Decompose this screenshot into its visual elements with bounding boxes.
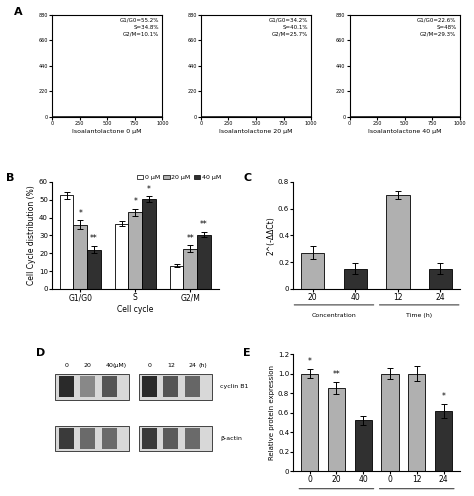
Text: C: C: [244, 174, 252, 184]
Bar: [355, 421, 372, 471]
Bar: [183, 249, 197, 289]
FancyBboxPatch shape: [164, 376, 179, 397]
X-axis label: Cell cycle: Cell cycle: [117, 305, 154, 314]
Y-axis label: Cell Cycle distribution (%): Cell Cycle distribution (%): [27, 186, 36, 285]
Bar: [408, 373, 426, 471]
Text: 40: 40: [105, 363, 113, 368]
Text: G1/G0=34.2%
S=40.1%
G2/M=25.7%: G1/G0=34.2% S=40.1% G2/M=25.7%: [268, 18, 308, 36]
Text: (h): (h): [199, 363, 208, 368]
Text: 12: 12: [167, 363, 175, 368]
Text: *: *: [147, 185, 151, 193]
Y-axis label: 2^(-ΔΔCt): 2^(-ΔΔCt): [266, 216, 275, 255]
FancyBboxPatch shape: [80, 376, 95, 397]
Text: A: A: [14, 7, 22, 17]
Bar: [301, 373, 319, 471]
Text: B: B: [6, 174, 14, 184]
Bar: [429, 269, 452, 289]
Text: **: **: [186, 234, 194, 243]
Text: *: *: [308, 357, 311, 366]
FancyBboxPatch shape: [55, 374, 128, 400]
FancyBboxPatch shape: [142, 428, 157, 449]
Text: Time (h): Time (h): [406, 313, 432, 318]
Text: D: D: [36, 348, 45, 358]
Text: (μM): (μM): [113, 363, 127, 368]
Legend: 0 μM, 20 μM, 40 μM: 0 μM, 20 μM, 40 μM: [134, 172, 224, 183]
FancyBboxPatch shape: [55, 426, 128, 451]
Text: β-actin: β-actin: [220, 436, 242, 441]
Bar: [381, 373, 399, 471]
FancyBboxPatch shape: [102, 428, 117, 449]
Text: G1/G0=55.2%
S=34.8%
G2/M=10.1%: G1/G0=55.2% S=34.8% G2/M=10.1%: [119, 18, 159, 36]
Text: 20: 20: [84, 363, 91, 368]
Bar: [60, 195, 73, 289]
FancyBboxPatch shape: [142, 376, 157, 397]
X-axis label: Isoalantolactone 0 μM: Isoalantolactone 0 μM: [73, 128, 142, 134]
Bar: [128, 212, 142, 289]
Bar: [435, 411, 452, 471]
FancyBboxPatch shape: [59, 428, 74, 449]
Text: **: **: [90, 235, 98, 244]
Bar: [386, 195, 410, 289]
Bar: [301, 253, 324, 289]
Text: 0: 0: [147, 363, 151, 368]
Text: cyclin B1: cyclin B1: [220, 384, 248, 389]
Text: *: *: [133, 197, 137, 206]
X-axis label: Isoalantolactone 40 μM: Isoalantolactone 40 μM: [368, 128, 441, 134]
Bar: [170, 266, 183, 289]
Text: E: E: [244, 348, 251, 358]
Text: Concentration: Concentration: [311, 313, 356, 318]
FancyBboxPatch shape: [59, 376, 74, 397]
Text: **: **: [333, 371, 340, 379]
FancyBboxPatch shape: [102, 376, 117, 397]
Text: G1/G0=22.6%
S=48%
G2/M=29.3%: G1/G0=22.6% S=48% G2/M=29.3%: [417, 18, 456, 36]
Bar: [328, 388, 345, 471]
FancyBboxPatch shape: [80, 428, 95, 449]
X-axis label: Isoalantolactone 20 μM: Isoalantolactone 20 μM: [219, 128, 293, 134]
Bar: [344, 269, 367, 289]
FancyBboxPatch shape: [164, 428, 179, 449]
Text: **: **: [200, 220, 208, 229]
Bar: [115, 224, 128, 289]
FancyBboxPatch shape: [139, 426, 212, 451]
Text: 0: 0: [64, 363, 68, 368]
FancyBboxPatch shape: [185, 376, 200, 397]
FancyBboxPatch shape: [139, 374, 212, 400]
FancyBboxPatch shape: [185, 428, 200, 449]
Bar: [197, 235, 211, 289]
Y-axis label: Relative protein expression: Relative protein expression: [269, 365, 275, 460]
Bar: [87, 249, 101, 289]
Text: 24: 24: [189, 363, 197, 368]
Text: *: *: [442, 392, 446, 401]
Bar: [142, 199, 156, 289]
Bar: [73, 225, 87, 289]
Text: *: *: [78, 209, 82, 218]
